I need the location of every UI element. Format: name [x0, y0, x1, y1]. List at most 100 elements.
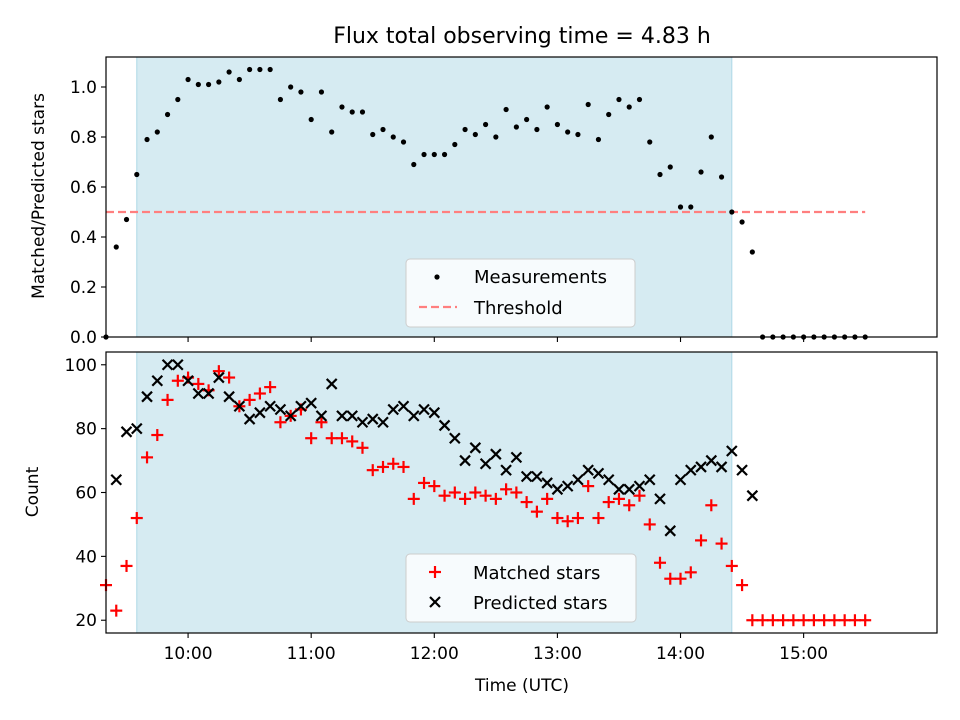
matched-star-point	[223, 371, 236, 384]
x-tick-label: 11:00	[287, 644, 336, 664]
legend-measurements-label: Measurements	[474, 267, 607, 288]
legend-matched-marker	[429, 566, 441, 578]
matched-star-point	[541, 492, 554, 505]
bottom-x-ticks: 10:00 11:00 12:00 13:00 14:00 15:00	[164, 633, 828, 664]
predicted-star-point	[428, 406, 441, 419]
measurements-series	[103, 66, 868, 340]
matched-star-point	[469, 486, 482, 499]
predicted-star-point	[284, 410, 297, 422]
measurement-point	[482, 121, 489, 128]
matched-star-point	[212, 365, 225, 378]
measurement-point	[647, 139, 653, 145]
matched-star-point	[387, 457, 400, 470]
matched-star-point	[397, 460, 410, 473]
matched-star-point	[705, 499, 718, 512]
predicted-star-point	[336, 410, 348, 422]
matched-star-point	[777, 614, 790, 627]
measurement-point	[595, 136, 602, 143]
measurement-point	[123, 216, 130, 223]
measurement-point	[729, 209, 735, 215]
top-y-ticks: 0.0 0.2 0.4 0.6 0.8 1.0	[70, 78, 106, 348]
predicted-star-point	[141, 390, 153, 403]
matched-star-point	[151, 429, 164, 442]
matched-star-point	[141, 451, 154, 464]
measurement-point	[575, 131, 581, 138]
predicted-star-point	[202, 387, 215, 400]
predicted-star-point	[541, 477, 553, 489]
matched-star-point	[130, 512, 143, 525]
matched-star-point	[366, 464, 379, 477]
predicted-star-point	[715, 461, 728, 473]
legend-matched-label: Matched stars	[473, 563, 600, 584]
matched-star-point	[192, 377, 205, 390]
matched-star-point	[243, 393, 256, 406]
matched-star-point	[797, 614, 810, 627]
y-tick-label: 60	[75, 484, 97, 504]
measurement-point	[154, 129, 160, 135]
predicted-star-point	[459, 454, 471, 467]
predicted-star-point	[254, 406, 266, 419]
matched-star-point	[736, 579, 749, 592]
measurement-point	[370, 131, 376, 138]
predicted-star-point	[582, 464, 594, 476]
y-tick-label: 0.0	[70, 328, 97, 348]
measurement-point	[606, 111, 612, 118]
y-tick-label: 100	[65, 356, 97, 376]
bottom-panel: 20 40 60 80 100 10:00 11:00 12:00 13:00 14:00 15:…	[23, 351, 938, 696]
matched-stars-series	[100, 365, 872, 627]
measurement-point	[247, 66, 253, 73]
matched-star-point	[510, 486, 523, 499]
y-tick-label: 20	[75, 611, 97, 631]
matched-star-point	[274, 416, 287, 429]
measurement-point	[739, 219, 745, 225]
predicted-star-point	[490, 448, 502, 460]
predicted-star-point	[305, 397, 317, 409]
predicted-star-point	[572, 473, 584, 486]
matched-star-point	[407, 492, 420, 505]
matched-star-point	[253, 387, 266, 400]
y-tick-label: 0.2	[70, 278, 97, 298]
chart-title: Flux total observing time = 4.83 h	[333, 24, 711, 49]
predicted-star-point	[469, 442, 482, 454]
top-y-axis-label: Matched/Predicted stars	[29, 93, 49, 299]
predicted-star-point	[602, 473, 615, 486]
measurement-point	[298, 89, 304, 95]
matched-star-point	[582, 480, 595, 493]
matched-star-point	[325, 432, 338, 445]
predicted-star-point	[674, 473, 687, 486]
measurement-point	[718, 174, 725, 180]
matched-star-point	[654, 556, 666, 569]
measurement-point	[585, 101, 591, 108]
matched-star-point	[500, 483, 513, 496]
matched-star-point	[725, 559, 738, 572]
measurement-point	[164, 111, 171, 118]
matched-star-point	[459, 492, 472, 505]
predicted-star-point	[695, 461, 707, 473]
matched-star-point	[746, 614, 759, 627]
matched-star-point	[612, 492, 625, 505]
top-axes-frame	[105, 56, 938, 338]
matched-star-point	[161, 393, 174, 406]
predicted-star-point	[520, 470, 533, 483]
legend-measurements-marker	[434, 274, 440, 280]
matched-star-point	[695, 534, 708, 547]
matched-star-point	[838, 614, 851, 627]
matched-star-point	[489, 492, 502, 505]
measurement-point	[134, 171, 140, 178]
matched-star-point	[756, 614, 769, 627]
measurement-point	[318, 89, 325, 95]
measurement-point	[749, 249, 755, 255]
x-tick-label: 10:00	[164, 644, 213, 664]
matched-star-point	[428, 480, 441, 493]
measurement-point	[534, 126, 540, 133]
top-legend: Measurements Threshold	[405, 258, 636, 328]
predicted-star-point	[684, 464, 697, 476]
matched-star-point	[346, 435, 359, 448]
matched-star-point	[448, 486, 461, 499]
measurement-point	[411, 161, 417, 168]
measurement-point	[616, 96, 622, 103]
measurement-point	[472, 131, 478, 138]
measurement-point	[288, 84, 294, 90]
matched-star-point	[438, 489, 451, 502]
matched-star-point	[633, 489, 646, 502]
